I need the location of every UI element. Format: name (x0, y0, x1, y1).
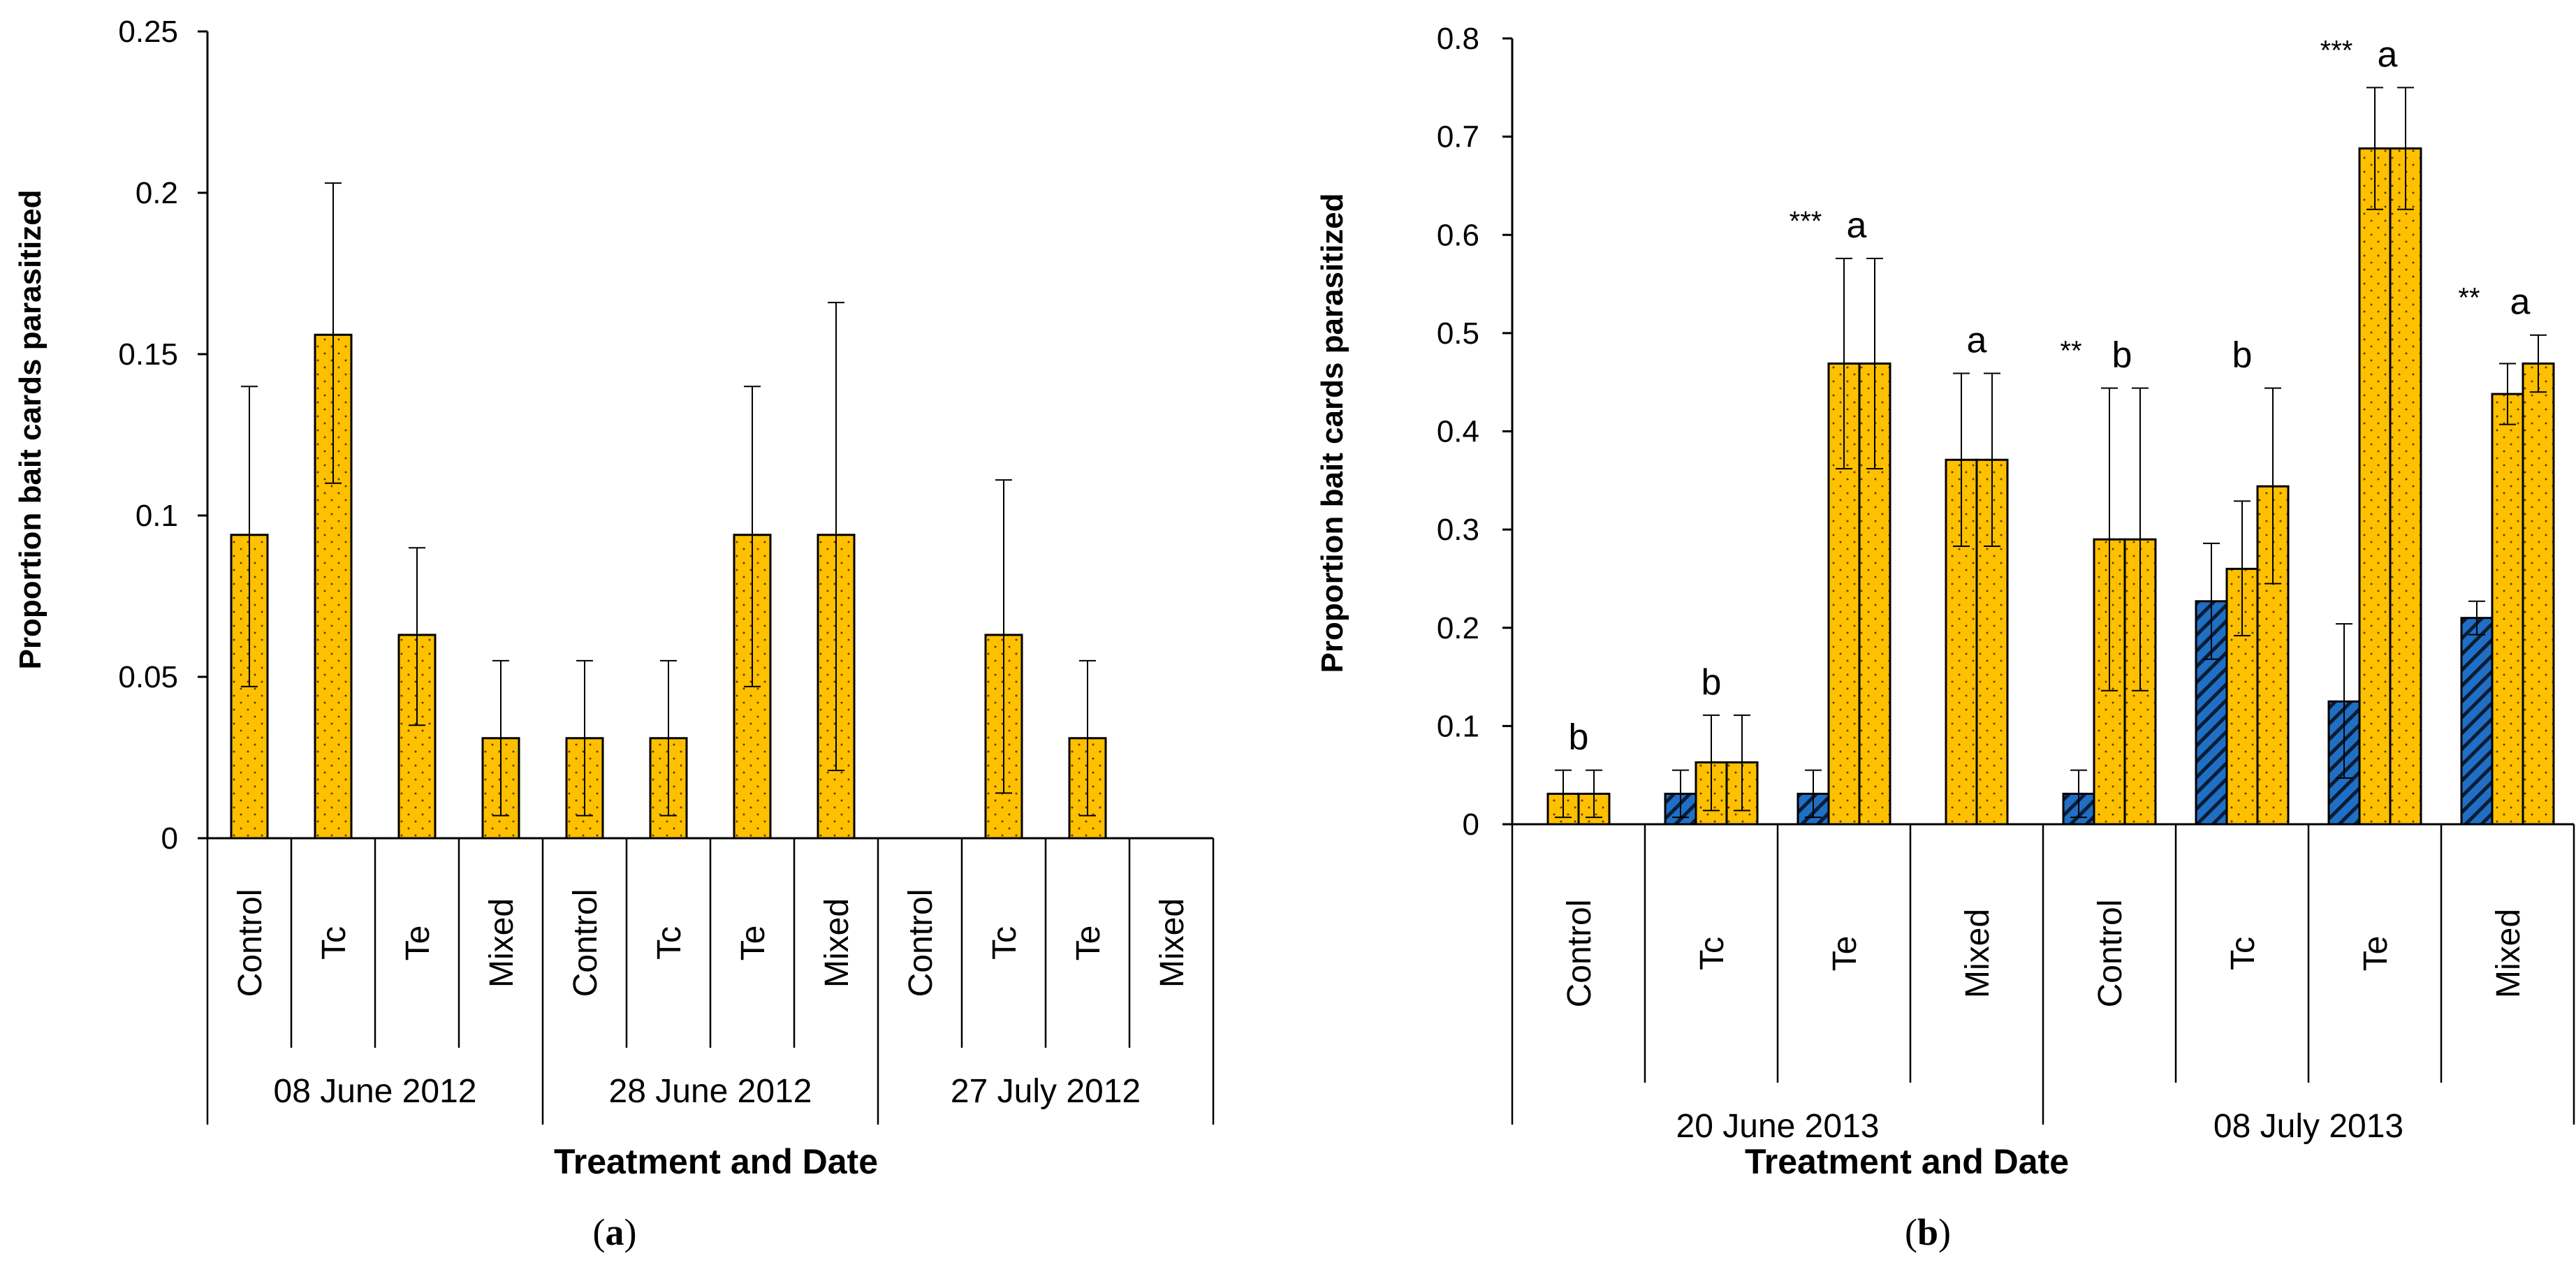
chart-panel-a: Proportion bait cards parasitized Treatm… (13, 15, 1215, 1253)
panel-b-ytick-label: 0 (1463, 807, 1479, 842)
panel-b-significance-stars: ** (2458, 283, 2480, 314)
panel-a-category-label: Mixed (1154, 898, 1191, 988)
panel-b-significance-letter: b (1569, 717, 1589, 758)
panel-a-category-label: Te (735, 926, 772, 961)
panel-b-ytick-label: 0.2 (1437, 611, 1479, 645)
panel-b-significance-letter: b (2112, 335, 2132, 376)
panel-a-category-label: Control (902, 889, 939, 997)
panel-b-significance-letter: b (2232, 335, 2253, 376)
panel-b-category-label: Mixed (1959, 909, 1996, 998)
panel-b-significance-letter: a (1967, 321, 1987, 361)
panel-a-category-label: Te (1070, 926, 1107, 961)
panel-a-category-label: Tc (316, 926, 353, 960)
panel-a-group-label: 27 July 2012 (951, 1073, 1141, 1110)
panel-a-xlabel: Treatment and Date (554, 1142, 878, 1181)
panel-b-bar-orange (2491, 393, 2524, 826)
panel-b-ytick-label: 0.4 (1437, 415, 1479, 449)
panel-b-category-label: Control (2092, 900, 2129, 1008)
panel-a-category-label: Te (400, 926, 437, 961)
chart-panel-b: Proportion bait cards parasitized Treatm… (1315, 22, 2575, 1253)
panel-b-bar-orange (2389, 147, 2422, 826)
panel-a-ytick-label: 0.15 (118, 337, 178, 372)
panel-b-category-label: Te (2357, 936, 2394, 972)
panel-b-ylabel: Proportion bait cards parasitized (1315, 193, 1349, 673)
panel-b-ytick-label: 0.1 (1437, 709, 1479, 743)
panel-b-bar-blue (2460, 617, 2494, 826)
panel-a-ytick-label: 0.25 (118, 15, 178, 49)
panel-b-significance-letter: a (2378, 34, 2398, 75)
panel-a-ytick-label: 0.2 (136, 176, 178, 210)
panel-a-caption: (a) (593, 1211, 637, 1253)
panel-a-ytick-label: 0.05 (118, 660, 178, 694)
panel-a-ytick-label: 0 (161, 821, 178, 856)
panel-a-category-label: Tc (986, 926, 1023, 960)
panel-b-significance-stars: ** (2060, 336, 2081, 367)
panel-b-category-label: Tc (1694, 937, 1731, 970)
panel-b-category-label: Te (1827, 936, 1864, 972)
panel-a-ytick-label: 0.1 (136, 499, 178, 533)
panel-b-group-label: 08 July 2013 (2213, 1108, 2403, 1145)
panel-a-category-label: Control (232, 889, 269, 997)
panel-b-significance-letter: a (1847, 205, 1867, 246)
panel-b-ytick-label: 0.6 (1437, 218, 1479, 252)
panel-a-category-label: Mixed (819, 898, 856, 988)
panel-b-significance-stars: *** (1790, 206, 1822, 237)
panel-b-category-label: Mixed (2490, 909, 2527, 998)
panel-b-bar-orange (2522, 362, 2555, 826)
panel-b-significance-letter: a (2510, 282, 2531, 323)
panel-b-category-label: Tc (2225, 937, 2262, 970)
panel-a-ylabel: Proportion bait cards parasitized (13, 189, 47, 669)
panel-a-category-label: Control (567, 889, 604, 997)
panel-a-category-label: Mixed (483, 898, 520, 988)
panel-b-xlabel: Treatment and Date (1745, 1142, 2069, 1181)
panel-b-group-label: 20 June 2013 (1676, 1108, 1880, 1145)
panel-a-group-label: 08 June 2012 (274, 1073, 477, 1110)
panel-b-significance-letter: b (1702, 662, 1722, 703)
panel-a-bar-orange (314, 333, 353, 840)
panel-b-caption: (b) (1905, 1211, 1951, 1253)
panel-b-category-label: Control (1561, 900, 1598, 1008)
panel-b-significance-stars: *** (2320, 35, 2353, 66)
panel-b-ytick-label: 0.8 (1437, 22, 1479, 56)
panel-b-bar-orange (2358, 147, 2392, 826)
panel-b-ytick-label: 0.5 (1437, 316, 1479, 351)
panel-b-ytick-label: 0.7 (1437, 120, 1479, 154)
panel-a-group-label: 28 June 2012 (609, 1073, 812, 1110)
panel-b-ytick-label: 0.3 (1437, 513, 1479, 547)
panel-a-category-label: Tc (651, 926, 688, 960)
